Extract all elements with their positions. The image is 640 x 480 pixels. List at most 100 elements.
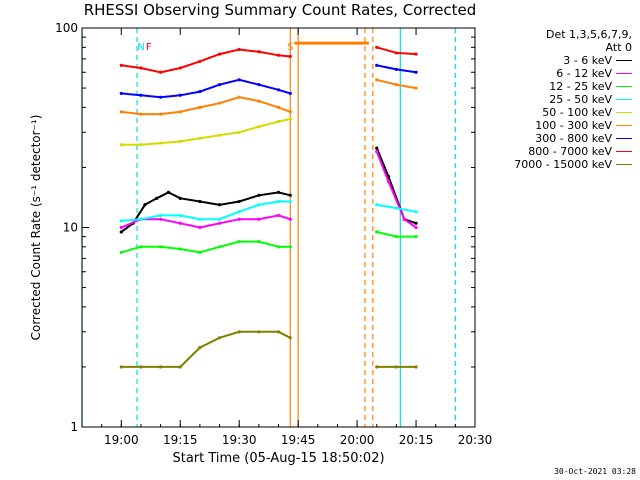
generation-timestamp: 30-Oct-2021 03:28 [554,467,636,476]
data-point-3-6 [217,245,222,249]
data-point-7-7 [237,78,241,82]
flag-label-2: F [146,42,152,53]
data-point-8-10 [288,54,292,59]
legend-swatch-8 [616,151,632,152]
data-point-4-8 [257,203,261,207]
legend-label-7: 300 - 800 keV [535,132,612,145]
data-point-4-9 [276,199,281,204]
data-point-8-5 [198,59,202,64]
data-point-8-2 [139,66,143,70]
legend-label-9: 7000 - 15000 keV [514,158,612,171]
data-point-9-4 [178,365,182,369]
data-point-7-10 [288,91,292,96]
data-point-3-1 [119,250,123,255]
data-point-5-9 [276,119,281,124]
legend-label-5: 50 - 100 keV [542,106,612,119]
data-point-6-11 [375,78,379,82]
data-point-8-4 [178,66,182,70]
series-line-6-segment-1 [121,96,291,116]
data-point-4-6 [217,217,222,221]
data-point-4-3 [159,213,163,217]
data-point-5-1 [119,143,123,147]
data-point-9-10 [288,336,292,340]
data-point-9-1 [119,365,123,369]
data-point-6-7 [237,95,241,99]
data-point-5-8 [257,125,261,129]
data-point-3-13 [414,235,418,239]
data-point-5-2 [139,143,143,147]
data-point-4-4 [178,213,182,217]
series-line-2-segment-2 [375,151,417,229]
data-point-1-16 [414,221,418,225]
data-point-1-7 [198,199,202,204]
data-point-3-9 [276,245,281,249]
legend-swatch-6 [616,125,632,126]
data-point-6-5 [198,105,202,109]
data-point-7-11 [375,63,379,67]
data-point-7-4 [178,93,182,97]
legend-label-4: 25 - 50 keV [549,93,612,106]
data-point-7-9 [276,88,281,92]
flag-label-1: N [137,42,144,53]
data-point-4-1 [119,219,123,223]
data-point-3-7 [237,239,241,244]
series-line-8-segment-1 [121,48,291,74]
x-tick-label-4: 19:45 [281,433,316,447]
x-tick-label-6: 20:15 [399,433,434,447]
data-point-6-4 [178,110,182,114]
data-point-8-6 [217,52,222,56]
legend-swatch-2 [616,73,632,74]
data-point-8-11 [375,45,379,49]
legend-label-6: 100 - 300 keV [535,119,612,132]
data-point-3-12 [394,235,398,239]
legend-swatch-7 [616,138,632,139]
legend-label-8: 800 - 7000 keV [528,145,612,158]
y-tick-label-1: 1 [70,420,78,434]
data-point-9-7 [237,330,241,334]
data-point-2-5 [198,225,202,230]
legend-label-1: 3 - 6 keV [563,54,612,67]
data-point-9-3 [159,365,163,369]
data-point-7-2 [139,93,143,97]
data-point-9-2 [139,365,143,369]
data-point-4-11 [375,203,379,207]
data-point-3-5 [198,250,202,255]
data-point-1-5 [166,190,171,194]
data-point-3-8 [257,239,261,244]
data-point-2-6 [217,221,222,225]
data-point-5-10 [288,117,292,121]
data-point-3-3 [159,245,163,249]
legend-item-3: 12 - 25 keV [480,80,632,93]
data-point-4-10 [288,199,292,204]
data-point-8-8 [257,50,261,54]
data-point-1-6 [178,196,182,200]
data-point-1-8 [217,203,222,207]
legend-item-1: 3 - 6 keV [480,54,632,67]
legend-swatch-3 [616,86,632,87]
data-point-1-9 [237,199,241,204]
data-point-3-4 [178,247,182,251]
legend-item-6: 100 - 300 keV [480,119,632,132]
data-point-2-14 [414,225,418,230]
y-axis-label: Corrected Count Rate (s⁻¹ detector⁻¹) [29,115,43,341]
data-point-6-2 [139,112,143,116]
data-point-5-7 [237,130,241,134]
data-point-6-10 [288,110,292,114]
data-point-7-3 [159,95,163,99]
data-point-6-1 [119,110,123,114]
data-point-3-10 [288,245,292,249]
data-point-4-13 [414,210,418,214]
series-line-3-segment-1 [121,240,291,254]
data-point-3-11 [375,230,379,234]
legend-label-2: 6 - 12 keV [556,67,612,80]
legend: Det 1,3,5,6,7,9, Att 0 3 - 6 keV 6 - 12 k… [480,28,632,171]
legend-swatch-9 [616,164,632,165]
chart-title: RHESSI Observing Summary Count Rates, Co… [83,1,477,19]
data-point-4-12 [394,206,398,210]
data-point-2-12 [386,179,391,184]
data-point-9-8 [257,330,261,334]
data-point-6-13 [414,86,418,90]
data-point-7-8 [257,83,261,87]
legend-header-line-1: Det 1,3,5,6,7,9, [545,28,632,41]
